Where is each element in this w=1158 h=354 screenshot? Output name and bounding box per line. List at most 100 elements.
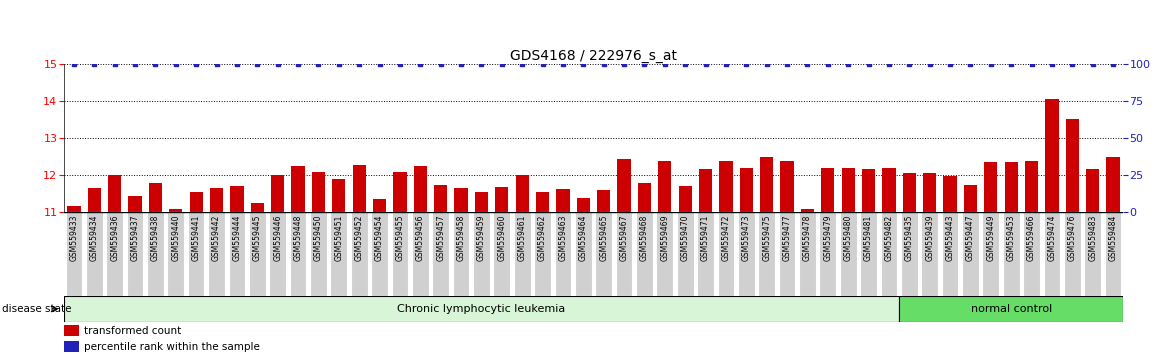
FancyBboxPatch shape	[107, 212, 123, 296]
Text: GSM559475: GSM559475	[762, 215, 771, 261]
Bar	[230, 187, 243, 212]
Point	[146, 62, 164, 67]
Bar	[129, 196, 141, 212]
Bar	[1005, 162, 1018, 212]
Point	[371, 62, 389, 67]
Text: GSM559481: GSM559481	[864, 215, 873, 261]
Text: GSM559467: GSM559467	[620, 215, 629, 261]
FancyBboxPatch shape	[1064, 212, 1080, 296]
Bar	[842, 168, 855, 212]
Bar	[210, 188, 223, 212]
Point	[432, 62, 450, 67]
FancyBboxPatch shape	[147, 212, 163, 296]
FancyBboxPatch shape	[595, 212, 613, 296]
Bar	[679, 185, 691, 212]
Bar	[984, 162, 997, 212]
FancyBboxPatch shape	[1043, 212, 1061, 296]
FancyBboxPatch shape	[860, 212, 877, 296]
Point	[1084, 62, 1102, 67]
Point	[819, 62, 837, 67]
FancyBboxPatch shape	[676, 212, 694, 296]
Text: GSM559461: GSM559461	[518, 215, 527, 261]
FancyBboxPatch shape	[657, 212, 673, 296]
Text: GSM559476: GSM559476	[1068, 215, 1077, 261]
Text: GSM559446: GSM559446	[273, 215, 283, 261]
Text: GSM559456: GSM559456	[416, 215, 425, 261]
FancyBboxPatch shape	[1003, 212, 1019, 296]
Text: GSM559436: GSM559436	[110, 215, 119, 261]
Point	[411, 62, 430, 67]
Point	[534, 62, 552, 67]
Point	[982, 62, 1001, 67]
Point	[186, 62, 205, 67]
FancyBboxPatch shape	[514, 212, 530, 296]
FancyBboxPatch shape	[64, 296, 899, 322]
FancyBboxPatch shape	[840, 212, 857, 296]
FancyBboxPatch shape	[351, 212, 367, 296]
Point	[574, 62, 593, 67]
Point	[921, 62, 939, 67]
FancyBboxPatch shape	[982, 212, 999, 296]
FancyBboxPatch shape	[432, 212, 449, 296]
FancyBboxPatch shape	[778, 212, 796, 296]
FancyBboxPatch shape	[249, 212, 265, 296]
Bar	[638, 183, 651, 212]
Text: GSM559434: GSM559434	[90, 215, 98, 261]
Bar	[821, 168, 835, 212]
FancyBboxPatch shape	[718, 212, 734, 296]
Bar	[556, 189, 570, 212]
FancyBboxPatch shape	[534, 212, 551, 296]
Text: GSM559450: GSM559450	[314, 215, 323, 261]
Point	[696, 62, 714, 67]
FancyBboxPatch shape	[474, 212, 490, 296]
Text: GSM559437: GSM559437	[131, 215, 139, 261]
Bar	[903, 173, 916, 212]
Text: GSM559439: GSM559439	[925, 215, 935, 261]
FancyBboxPatch shape	[412, 212, 428, 296]
Bar	[64, 341, 79, 353]
Point	[472, 62, 491, 67]
Bar	[250, 203, 264, 212]
Bar	[169, 210, 182, 212]
Bar	[271, 175, 284, 212]
Bar	[760, 156, 774, 212]
Text: Chronic lymphocytic leukemia: Chronic lymphocytic leukemia	[397, 304, 565, 314]
Text: GSM559458: GSM559458	[456, 215, 466, 261]
Bar	[88, 188, 101, 212]
FancyBboxPatch shape	[962, 212, 979, 296]
Text: GSM559472: GSM559472	[721, 215, 731, 261]
Bar	[963, 184, 977, 212]
Bar	[1065, 120, 1079, 212]
Bar	[515, 175, 529, 212]
FancyBboxPatch shape	[188, 212, 205, 296]
Bar	[190, 192, 203, 212]
FancyBboxPatch shape	[330, 212, 347, 296]
Point	[126, 62, 145, 67]
Text: GSM559445: GSM559445	[252, 215, 262, 261]
Text: GSM559451: GSM559451	[335, 215, 343, 261]
Text: GSM559479: GSM559479	[823, 215, 833, 261]
Point	[1023, 62, 1041, 67]
FancyBboxPatch shape	[616, 212, 632, 296]
Point	[330, 62, 349, 67]
FancyBboxPatch shape	[738, 212, 755, 296]
FancyBboxPatch shape	[86, 212, 103, 296]
Text: GSM559455: GSM559455	[395, 215, 404, 261]
Text: GSM559468: GSM559468	[640, 215, 648, 261]
Bar	[312, 172, 325, 212]
Point	[655, 62, 674, 67]
Bar	[67, 206, 81, 212]
Text: disease state: disease state	[2, 304, 72, 314]
Bar	[352, 165, 366, 212]
Text: GSM559471: GSM559471	[701, 215, 710, 261]
Bar	[496, 187, 508, 212]
Point	[207, 62, 226, 67]
FancyBboxPatch shape	[799, 212, 815, 296]
FancyBboxPatch shape	[555, 212, 571, 296]
FancyBboxPatch shape	[228, 212, 245, 296]
Text: GSM559457: GSM559457	[437, 215, 445, 261]
Point	[65, 62, 83, 67]
Text: GSM559463: GSM559463	[558, 215, 567, 261]
Text: GSM559433: GSM559433	[69, 215, 79, 261]
Text: transformed count: transformed count	[85, 326, 182, 336]
